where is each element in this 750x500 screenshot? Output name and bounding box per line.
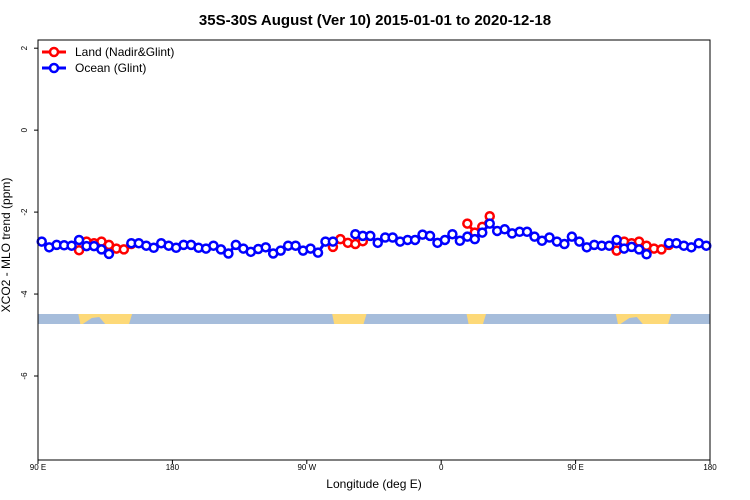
data-point: [484, 218, 495, 229]
data-point: [387, 232, 398, 243]
data-point: [96, 244, 107, 255]
bay: [82, 317, 106, 324]
data-point: [215, 244, 227, 255]
x-tick-label: 90 W: [297, 463, 316, 472]
x-tick-label: 0: [439, 463, 444, 472]
data-point: [327, 236, 339, 247]
data-point: [529, 231, 540, 242]
data-point: [559, 238, 570, 250]
series-ocean: [36, 218, 712, 260]
data-point: [521, 226, 533, 238]
data-point: [312, 247, 324, 258]
y-tick-label: 0: [20, 127, 29, 132]
data-point: [73, 244, 85, 256]
data-point: [499, 224, 510, 235]
data-point: [290, 240, 301, 251]
y-tick-label: -2: [20, 208, 29, 216]
x-axis-label: Longitude (deg E): [326, 477, 421, 491]
data-point: [633, 244, 645, 255]
data-point: [305, 243, 316, 254]
data-point: [686, 242, 697, 253]
data-point: [641, 249, 652, 260]
data-point: [424, 230, 436, 242]
data-point: [574, 236, 585, 247]
land-segment: [466, 314, 486, 324]
bay: [620, 317, 643, 324]
legend-marker-land: [48, 46, 60, 58]
data-point: [566, 231, 578, 242]
data-point: [603, 240, 615, 251]
y-tick-label: -6: [20, 372, 29, 380]
data-point: [365, 230, 376, 242]
land-ocean-mask: [38, 314, 710, 324]
data-point: [103, 248, 115, 260]
legend-label-ocean: Ocean (Glint): [75, 61, 146, 75]
data-point: [409, 234, 421, 246]
y-axis-label: XCO2 - MLO trend (ppm): [0, 178, 13, 313]
legend-label-land: Land (Nadir&Glint): [75, 45, 174, 59]
x-tick-label: 90 E: [30, 463, 46, 472]
data-point: [66, 240, 77, 251]
data-point: [148, 242, 159, 253]
plot-frame: [37, 39, 711, 461]
data-point: [544, 232, 555, 243]
y-tick-label: 2: [20, 45, 29, 50]
ocean-strip: [38, 314, 710, 324]
data-point: [447, 228, 458, 240]
land-segment: [332, 314, 367, 324]
x-tick-label: 180: [166, 463, 180, 472]
data-point: [260, 242, 271, 253]
data-point: [73, 234, 85, 246]
data-point: [701, 240, 712, 251]
data-point: [462, 218, 473, 229]
data-point: [611, 234, 622, 246]
data-point: [36, 236, 47, 247]
legend: Land (Nadir&Glint) Ocean (Glint): [42, 45, 174, 75]
data-point: [477, 227, 488, 238]
legend-marker-ocean: [48, 62, 60, 74]
data-point: [275, 245, 286, 256]
y-tick-label: -4: [20, 290, 29, 298]
data-point: [439, 234, 451, 246]
x-tick-label: 180: [703, 463, 717, 472]
data-point: [656, 244, 667, 255]
chart-title: 35S-30S August (Ver 10) 2015-01-01 to 20…: [199, 12, 551, 29]
data-point: [469, 233, 481, 245]
data-point: [372, 237, 383, 249]
data-point: [223, 248, 234, 259]
data-point: [454, 235, 466, 247]
data-point: [118, 244, 130, 255]
x-tick-label: 90 E: [567, 463, 583, 472]
